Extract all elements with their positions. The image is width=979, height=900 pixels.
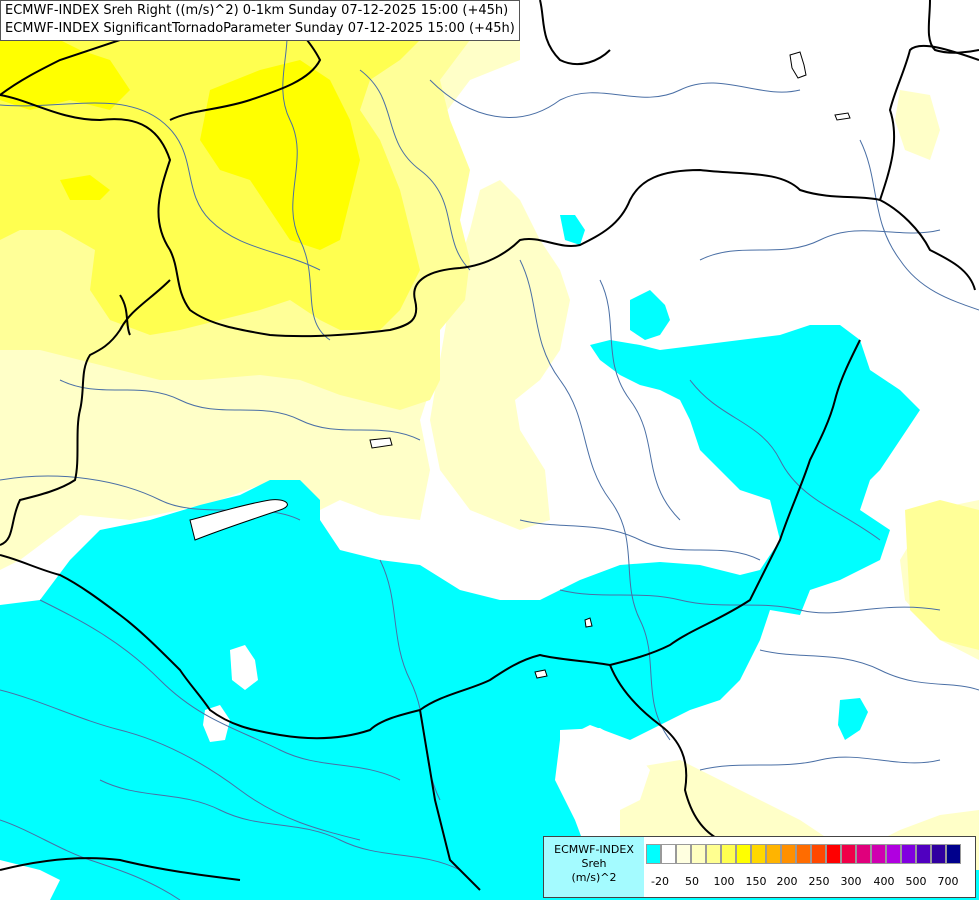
legend-tick-label: 150 (745, 875, 767, 888)
legend-swatch (826, 844, 841, 864)
sreh-bright-yellow-field (0, 30, 360, 250)
legend-swatch (706, 844, 721, 864)
legend-swatch (646, 844, 661, 864)
legend-unit: (m/s)^2 (571, 871, 617, 884)
legend-swatch (766, 844, 781, 864)
legend-swatch (871, 844, 886, 864)
lakes (189, 51, 851, 679)
legend-swatch (841, 844, 856, 864)
map-title-box: ECMWF-INDEX Sreh Right ((m/s)^2) 0-1km S… (0, 0, 520, 41)
legend-label-box: ECMWF-INDEX Sreh (m/s)^2 (544, 837, 644, 897)
legend-swatch (781, 844, 796, 864)
legend-swatch (751, 844, 766, 864)
legend-swatch (931, 844, 946, 864)
legend-variable: Sreh (581, 857, 607, 870)
legend-swatch (856, 844, 871, 864)
legend-swatch (916, 844, 931, 864)
legend-swatches (646, 844, 961, 866)
sreh-cyan-field (0, 215, 979, 900)
legend-swatch (796, 844, 811, 864)
legend-tick-label: 700 (937, 875, 959, 888)
legend-tick-label: 200 (776, 875, 798, 888)
legend-tick-label: 100 (713, 875, 735, 888)
color-legend: ECMWF-INDEX Sreh (m/s)^2 -20 50 100 150 200 2… (543, 836, 976, 898)
legend-tick-label: 250 (808, 875, 830, 888)
legend-swatch (691, 844, 706, 864)
legend-swatch (736, 844, 751, 864)
legend-swatch (901, 844, 916, 864)
map-title-line-2: ECMWF-INDEX SignificantTornadoParameter … (5, 21, 515, 36)
legend-swatch (811, 844, 826, 864)
legend-tick-label: 300 (840, 875, 862, 888)
legend-swatch (886, 844, 901, 864)
legend-source: ECMWF-INDEX (554, 843, 634, 856)
legend-swatch (661, 844, 676, 864)
legend-tick-label: 50 (685, 875, 699, 888)
legend-swatch (946, 844, 961, 864)
legend-tick-label: 400 (873, 875, 895, 888)
legend-swatch (721, 844, 736, 864)
map-title-line-1: ECMWF-INDEX Sreh Right ((m/s)^2) 0-1km S… (5, 3, 509, 18)
legend-ticks: -20 50 100 150 200 250 300 400 500 700 (646, 875, 976, 891)
legend-tick-label: -20 (651, 875, 669, 888)
legend-swatch (676, 844, 691, 864)
legend-tick-label: 500 (905, 875, 927, 888)
sreh-white-holes (0, 645, 650, 900)
